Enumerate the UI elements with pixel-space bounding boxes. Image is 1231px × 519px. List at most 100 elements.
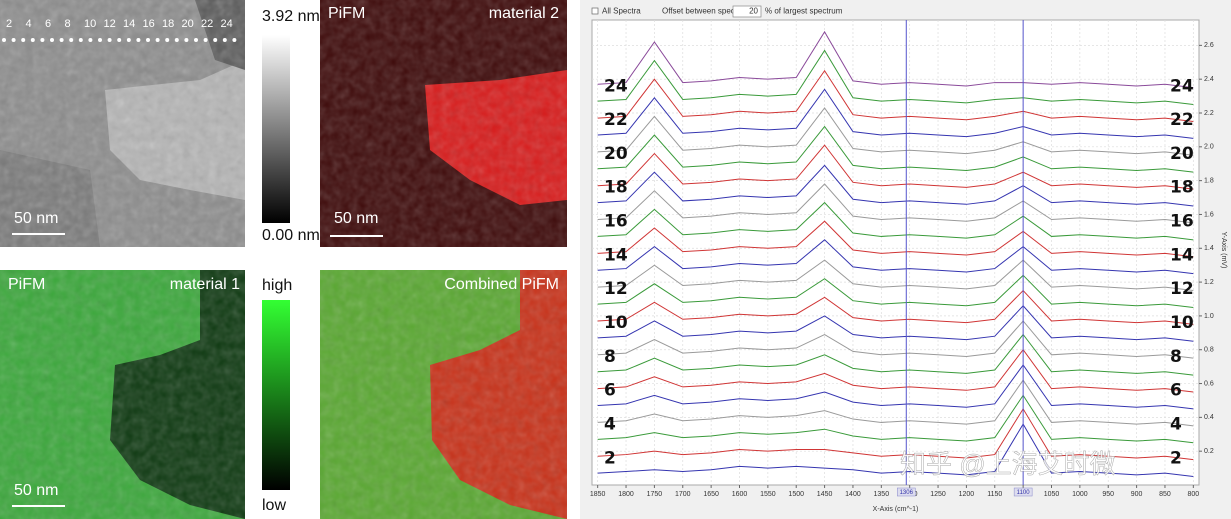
x-tick-label: 1350 <box>874 491 890 498</box>
spectrum-line <box>597 305 1194 342</box>
x-tick-label: 1700 <box>675 491 691 498</box>
spectrum-line <box>597 274 1194 308</box>
line-label: 20 <box>182 18 194 30</box>
spectrum-line <box>597 239 1194 275</box>
marker-label: 1100 <box>1017 490 1031 496</box>
offset-unit: % of largest spectrum <box>765 7 843 16</box>
x-tick-label: 1150 <box>987 491 1002 498</box>
spectrum-label: 8 <box>604 347 616 367</box>
spectrum-line <box>597 201 1194 241</box>
y-tick-label: 2.0 <box>1204 144 1214 151</box>
line-label: 4 <box>26 18 32 30</box>
spectrum-line <box>597 144 1194 190</box>
line-label: 8 <box>65 18 71 30</box>
line-label: 16 <box>143 18 155 30</box>
y-tick-label: 1.2 <box>1204 279 1214 286</box>
marker-label: 1306 <box>900 490 914 496</box>
line-label: 6 <box>45 18 51 30</box>
spectrum-line <box>597 164 1194 207</box>
spectrum-line <box>597 183 1194 224</box>
watermark: 知乎 @上海艾时微 <box>900 449 1116 479</box>
panel-title: Combined PiFM <box>444 276 559 293</box>
scale-bar-label: 50 nm <box>14 482 58 499</box>
y-tick-label: 1.4 <box>1204 245 1214 252</box>
spectrum-line <box>597 125 1194 173</box>
scale-bar-label: 50 nm <box>14 210 58 227</box>
spectrum-line <box>597 407 1194 461</box>
panel-title: material 1 <box>170 276 240 293</box>
line-label: 2 <box>6 18 12 30</box>
spectrum-line <box>597 289 1194 325</box>
spectrum-line <box>597 348 1194 393</box>
spectrum-label: 6 <box>1170 381 1182 401</box>
panel-label: PiFM <box>8 276 45 293</box>
spectrum-line <box>597 423 1194 478</box>
spectrum-line <box>597 364 1194 410</box>
spectrum-label: 16 <box>1170 212 1194 232</box>
line-label: 12 <box>104 18 116 30</box>
x-tick-label: 800 <box>1187 491 1199 498</box>
x-tick-label: 1650 <box>703 491 719 498</box>
y-tick-label: 1.8 <box>1204 177 1214 184</box>
line-label: 18 <box>162 18 174 30</box>
x-tick-label: 1450 <box>817 491 833 498</box>
line-label: 24 <box>221 18 233 30</box>
checkbox[interactable] <box>591 7 599 15</box>
line-label: 10 <box>84 18 96 30</box>
spectrum-line <box>597 49 1194 106</box>
y-axis-label: Y-Axis (mV) <box>1220 232 1227 269</box>
offset-value: 20 <box>749 7 758 16</box>
colorbar-min: low <box>262 497 286 514</box>
x-tick-label: 900 <box>1131 491 1143 498</box>
colorbar-max: high <box>262 277 292 294</box>
colorbar-min: 0.00 nm <box>262 227 320 244</box>
x-tick-label: 1500 <box>788 491 804 498</box>
y-tick-label: 0.4 <box>1204 414 1214 421</box>
spectrum-line <box>597 107 1194 156</box>
x-tick-label: 950 <box>1102 491 1114 498</box>
topography-image <box>0 0 245 247</box>
spectrum-line <box>597 220 1194 258</box>
spectrum-label: 18 <box>604 178 628 198</box>
x-tick-label: 1800 <box>618 491 634 498</box>
offset-label: Offset between spectra: <box>662 7 746 16</box>
spectrum-label: 14 <box>1170 245 1194 265</box>
x-tick-label: 1400 <box>845 491 861 498</box>
spectrum-label: 22 <box>604 110 628 130</box>
spectrum-label: 4 <box>604 414 616 434</box>
material2-image <box>320 0 567 247</box>
spectrum-line <box>597 394 1194 444</box>
x-tick-label: 1600 <box>732 491 748 498</box>
y-tick-label: 1.6 <box>1204 211 1214 218</box>
spectrum-label: 22 <box>1170 110 1194 130</box>
line-label: 22 <box>201 18 213 30</box>
y-tick-label: 0.6 <box>1204 380 1214 387</box>
spectrum-label: 2 <box>604 448 616 468</box>
spectrum-label: 16 <box>604 212 628 232</box>
spectrum-label: 24 <box>1170 76 1194 96</box>
y-tick-label: 1.0 <box>1204 313 1214 320</box>
spectrum-label: 12 <box>604 279 628 299</box>
x-tick-label: 1200 <box>959 491 975 498</box>
marker-box <box>1013 487 1033 497</box>
spectrum-label: 8 <box>1170 347 1182 367</box>
colorbar <box>262 300 290 490</box>
spectrum-label: 24 <box>604 76 628 96</box>
spectrum-label: 6 <box>604 381 616 401</box>
scale-bar-label: 50 nm <box>334 210 378 227</box>
spectrum-line <box>597 259 1194 292</box>
spectrum-label: 12 <box>1170 279 1194 299</box>
marker-box <box>897 487 916 497</box>
spectrum-line <box>597 30 1194 89</box>
spectrum-label: 18 <box>1170 178 1194 198</box>
offset-input[interactable] <box>732 5 762 18</box>
spectrum-line <box>597 88 1194 139</box>
y-tick-label: 2.4 <box>1204 76 1214 83</box>
panel-title: material 2 <box>489 5 559 22</box>
spectrum-label: 2 <box>1170 448 1182 468</box>
spectrum-line <box>597 320 1194 359</box>
y-tick-label: 2.6 <box>1204 42 1214 49</box>
spectrum-line <box>597 379 1194 427</box>
x-axis-label: X-Axis (cm^-1) <box>873 506 919 513</box>
